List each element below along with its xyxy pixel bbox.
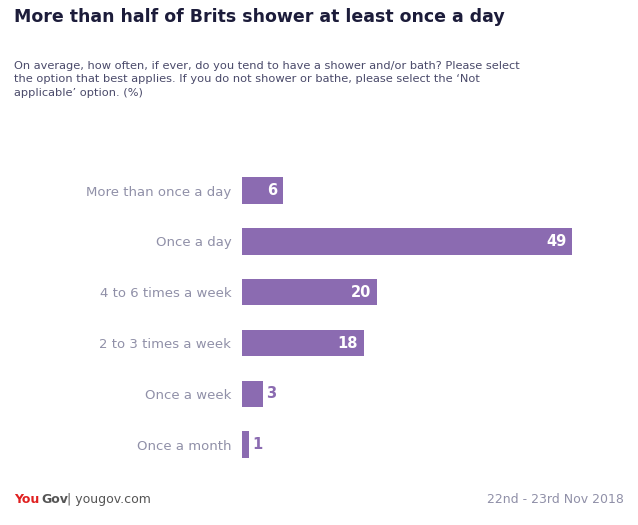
Text: | yougov.com: | yougov.com — [67, 492, 151, 506]
Text: More than half of Brits shower at least once a day: More than half of Brits shower at least … — [14, 7, 505, 26]
Text: 49: 49 — [547, 234, 567, 249]
Text: 3: 3 — [266, 386, 276, 401]
Text: 18: 18 — [338, 335, 359, 351]
Text: 20: 20 — [352, 285, 372, 300]
Bar — [242, 432, 249, 458]
Text: 22nd - 23rd Nov 2018: 22nd - 23rd Nov 2018 — [487, 492, 624, 506]
Bar — [242, 330, 364, 356]
Bar — [242, 177, 283, 204]
Text: On average, how often, if ever, do you tend to have a shower and/or bath? Please: On average, how often, if ever, do you t… — [14, 61, 520, 98]
Bar — [242, 381, 263, 407]
Text: 1: 1 — [253, 437, 263, 452]
Text: 6: 6 — [267, 183, 278, 198]
Bar — [242, 228, 572, 255]
Bar — [242, 279, 377, 306]
Text: Gov: Gov — [41, 492, 68, 506]
Text: You: You — [14, 492, 40, 506]
